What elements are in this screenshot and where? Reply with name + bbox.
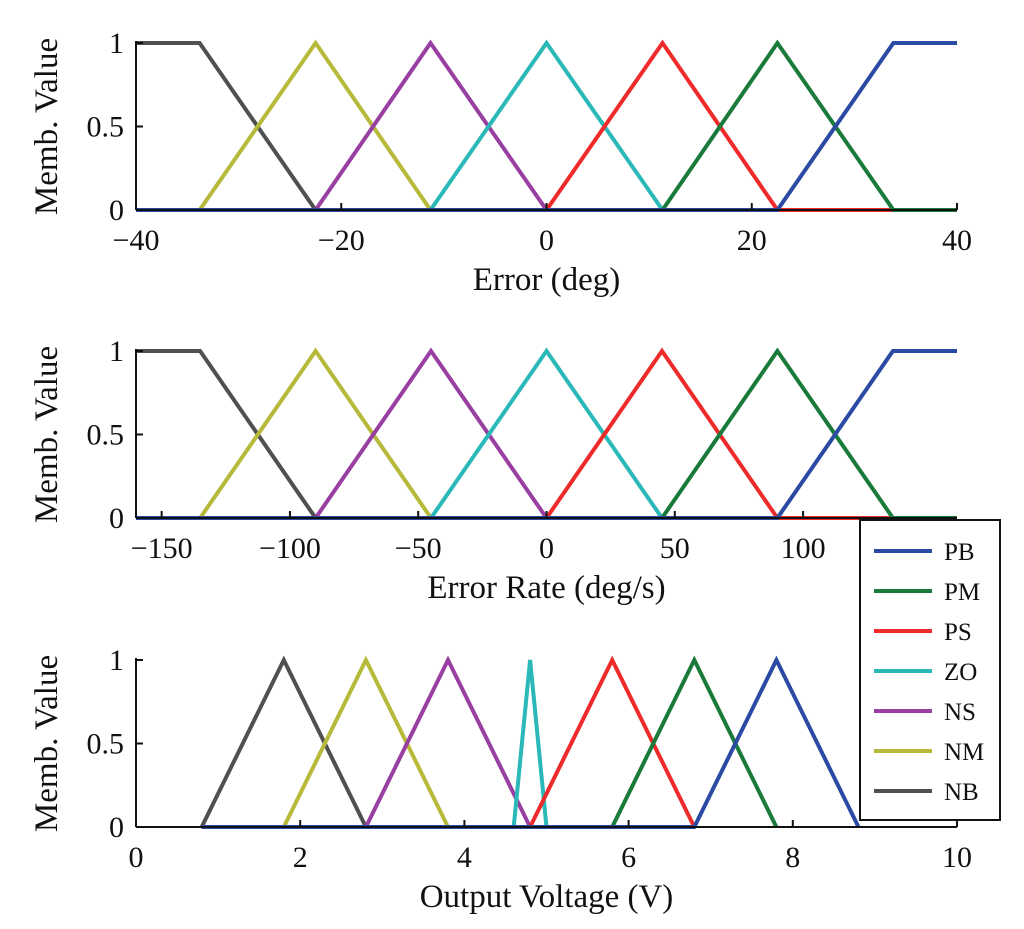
legend-label-ps: PS bbox=[944, 619, 972, 646]
legend-label-zo: ZO bbox=[944, 659, 977, 686]
legend-label-pb: PB bbox=[944, 539, 975, 566]
y-tick-label: 1 bbox=[109, 644, 124, 677]
x-tick-label: 0 bbox=[129, 841, 144, 874]
x-tick-label: 0 bbox=[539, 532, 554, 565]
x-tick-label: 0 bbox=[539, 224, 554, 257]
x-tick-label: 6 bbox=[621, 841, 636, 874]
y-tick-label: 0.5 bbox=[87, 728, 125, 761]
x-tick-label: 8 bbox=[785, 841, 800, 874]
x-tick-label: 2 bbox=[293, 841, 308, 874]
x-tick-label: −150 bbox=[131, 532, 193, 565]
series-nm-line bbox=[201, 655, 450, 829]
y-tick-label: 0.5 bbox=[87, 111, 125, 144]
x-tick-label: 20 bbox=[737, 224, 767, 257]
series-nb-line bbox=[199, 655, 368, 828]
y-tick-label: 0.5 bbox=[87, 419, 125, 452]
x-tick-label: −20 bbox=[318, 224, 365, 257]
legend-label-nm: NM bbox=[944, 739, 984, 766]
output-voltage-panel: 0 2 4 6 8 10 0 0.5 1 Output Voltage (V) Memb. Valu… bbox=[29, 644, 972, 915]
series-pb-line bbox=[201, 655, 861, 829]
x-tick-label: 40 bbox=[942, 224, 972, 257]
x-tick-label: −50 bbox=[395, 532, 442, 565]
x-tick-label: −40 bbox=[113, 224, 160, 257]
legend: PB PM PS ZO NS NM NB bbox=[859, 519, 1001, 821]
legend-label-ns: NS bbox=[944, 699, 976, 726]
series-ps-line bbox=[201, 655, 697, 829]
error-rate-panel: −150 −100 −50 0 50 100 0 0.5 1 Error Rate (deg/s)… bbox=[29, 335, 957, 606]
y-tick-label: 0 bbox=[109, 811, 124, 844]
x-axis-label: Output Voltage (V) bbox=[420, 879, 674, 915]
y-axis-label: Memb. Value bbox=[29, 346, 65, 523]
y-tick-label: 1 bbox=[109, 27, 124, 60]
x-tick-label: −100 bbox=[259, 532, 321, 565]
error-panel: −40 −20 0 20 40 0 0.5 1 Error (deg) Memb. Value bbox=[29, 27, 972, 298]
x-axis-label: Error Rate (deg/s) bbox=[427, 570, 665, 606]
y-tick-label: 0 bbox=[109, 194, 124, 227]
x-tick-label: 50 bbox=[660, 532, 690, 565]
y-axis-label: Memb. Value bbox=[29, 38, 65, 215]
series-zo-line bbox=[201, 659, 549, 829]
y-tick-label: 1 bbox=[109, 335, 124, 368]
series-ns-line bbox=[201, 655, 532, 829]
x-tick-label: 100 bbox=[781, 532, 826, 565]
x-tick-label: 10 bbox=[942, 841, 972, 874]
y-axis-label: Memb. Value bbox=[29, 655, 65, 832]
legend-label-nb: NB bbox=[944, 779, 979, 806]
x-axis-label: Error (deg) bbox=[473, 262, 621, 298]
x-tick-label: 4 bbox=[457, 841, 472, 874]
y-tick-label: 0 bbox=[109, 502, 124, 535]
legend-label-pm: PM bbox=[944, 579, 980, 606]
